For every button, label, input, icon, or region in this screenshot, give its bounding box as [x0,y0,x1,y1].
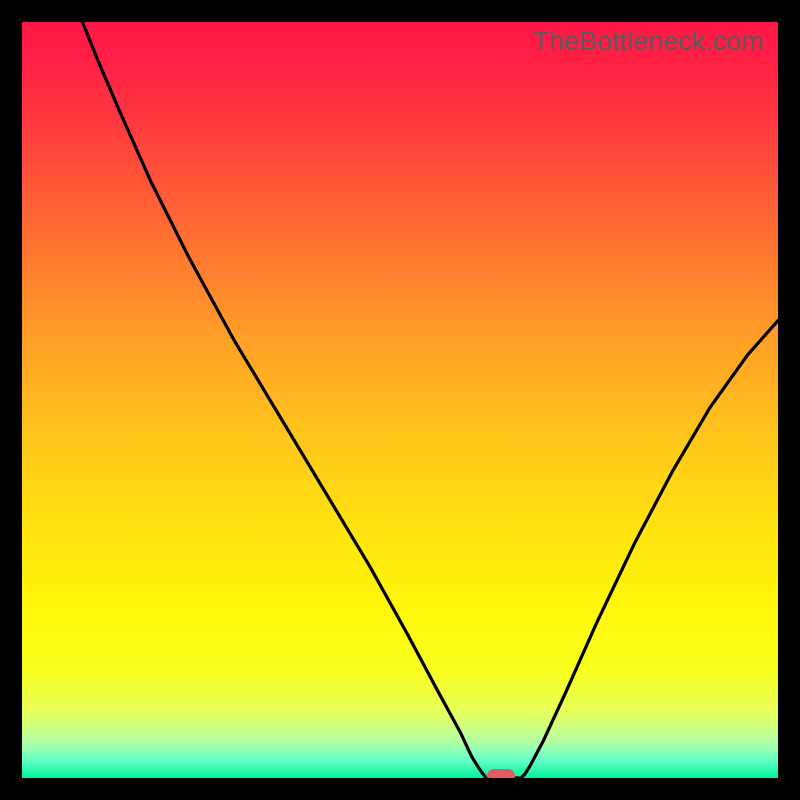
plot-area [22,22,778,778]
bottleneck-curve [22,22,778,778]
optimum-marker [487,769,515,778]
chart-frame: TheBottleneck.com [0,0,800,800]
watermark-text: TheBottleneck.com [533,26,764,57]
